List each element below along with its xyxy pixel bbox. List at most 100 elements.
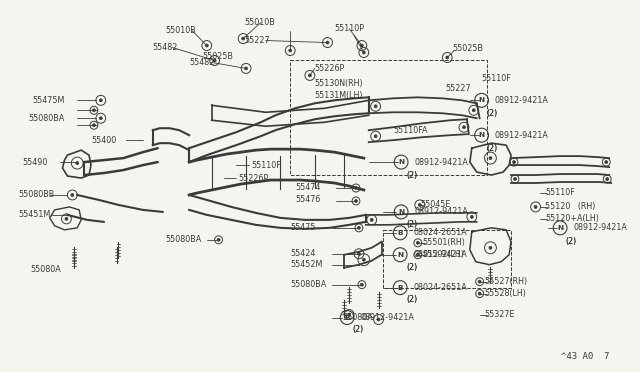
Text: 55476: 55476 bbox=[295, 195, 321, 205]
Circle shape bbox=[355, 186, 358, 189]
Text: 55490: 55490 bbox=[22, 158, 47, 167]
Text: (2): (2) bbox=[406, 220, 417, 230]
Text: 55080A: 55080A bbox=[342, 313, 373, 322]
Text: 08912-9421A: 08912-9421A bbox=[415, 208, 468, 217]
Text: 55130N(RH): 55130N(RH) bbox=[315, 79, 364, 88]
Circle shape bbox=[362, 258, 365, 261]
Text: N: N bbox=[398, 159, 404, 165]
Text: 55120+A(LH): 55120+A(LH) bbox=[545, 214, 599, 223]
Text: 55452M: 55452M bbox=[290, 260, 323, 269]
Text: 08912-9421A: 08912-9421A bbox=[494, 131, 548, 140]
Text: 08024-2651A: 08024-2651A bbox=[414, 228, 468, 237]
Text: 55501(RH): 55501(RH) bbox=[423, 238, 465, 247]
Text: 08912-9421A: 08912-9421A bbox=[574, 223, 628, 232]
Text: 08912-9421A: 08912-9421A bbox=[415, 158, 468, 167]
Circle shape bbox=[513, 177, 516, 180]
Circle shape bbox=[370, 218, 373, 221]
Text: ^43 A0  7: ^43 A0 7 bbox=[561, 352, 609, 361]
Text: (2): (2) bbox=[406, 263, 417, 272]
Circle shape bbox=[360, 283, 364, 286]
Circle shape bbox=[470, 215, 473, 218]
Circle shape bbox=[217, 238, 220, 241]
Text: 55482: 55482 bbox=[189, 58, 214, 67]
Circle shape bbox=[605, 161, 608, 164]
Text: 55110FA: 55110FA bbox=[393, 126, 428, 135]
Text: 08912-9421A: 08912-9421A bbox=[361, 313, 415, 322]
Text: 55475M: 55475M bbox=[32, 96, 65, 105]
Text: (2): (2) bbox=[486, 144, 498, 153]
Text: 55110F: 55110F bbox=[545, 189, 575, 198]
Circle shape bbox=[92, 124, 95, 127]
Circle shape bbox=[489, 157, 492, 160]
Text: N: N bbox=[479, 97, 484, 103]
Circle shape bbox=[289, 49, 292, 52]
Circle shape bbox=[472, 109, 476, 112]
Text: 55080BA: 55080BA bbox=[166, 235, 202, 244]
Text: 08912-9421A: 08912-9421A bbox=[494, 96, 548, 105]
Text: 55400: 55400 bbox=[91, 136, 116, 145]
Text: 55080BA: 55080BA bbox=[28, 114, 65, 123]
Circle shape bbox=[478, 280, 481, 283]
Circle shape bbox=[244, 67, 248, 70]
Text: B: B bbox=[397, 230, 403, 236]
Circle shape bbox=[99, 99, 102, 102]
Text: 55226P: 55226P bbox=[315, 64, 345, 73]
Text: 08912-9421A: 08912-9421A bbox=[414, 250, 468, 259]
Text: (2): (2) bbox=[565, 237, 576, 246]
Circle shape bbox=[99, 117, 102, 120]
Text: (2): (2) bbox=[486, 109, 498, 118]
Text: 55045E: 55045E bbox=[420, 201, 451, 209]
Text: 55528(LH): 55528(LH) bbox=[484, 289, 527, 298]
Text: B: B bbox=[397, 285, 403, 291]
Text: (2): (2) bbox=[352, 325, 364, 334]
Text: 55010B: 55010B bbox=[166, 26, 196, 35]
Circle shape bbox=[213, 59, 216, 62]
Text: (2): (2) bbox=[406, 170, 417, 180]
Text: 55451M: 55451M bbox=[19, 211, 51, 219]
Circle shape bbox=[71, 193, 74, 196]
Text: (2): (2) bbox=[406, 263, 417, 272]
Circle shape bbox=[377, 318, 380, 321]
Text: (2): (2) bbox=[352, 325, 364, 334]
Text: 55424: 55424 bbox=[290, 249, 316, 258]
Text: 55110F: 55110F bbox=[251, 161, 281, 170]
Text: 55226P: 55226P bbox=[238, 173, 268, 183]
Text: (2): (2) bbox=[565, 237, 576, 246]
Text: 55025B: 55025B bbox=[202, 52, 233, 61]
Circle shape bbox=[65, 217, 68, 220]
Text: 55025B: 55025B bbox=[452, 44, 483, 53]
Circle shape bbox=[358, 252, 360, 255]
Text: (2): (2) bbox=[406, 170, 417, 180]
Text: 55482: 55482 bbox=[153, 43, 178, 52]
Text: 55502(LH): 55502(LH) bbox=[423, 250, 465, 259]
Text: 55474: 55474 bbox=[295, 183, 321, 192]
Text: 55080A: 55080A bbox=[30, 265, 61, 274]
Text: (2): (2) bbox=[406, 295, 417, 304]
Text: N: N bbox=[557, 225, 563, 231]
Circle shape bbox=[92, 109, 95, 112]
Text: 55110P: 55110P bbox=[334, 24, 364, 33]
Circle shape bbox=[358, 226, 360, 229]
Text: 55475: 55475 bbox=[290, 223, 316, 232]
Text: 55010B: 55010B bbox=[244, 18, 275, 27]
Circle shape bbox=[205, 44, 208, 47]
Text: (2): (2) bbox=[486, 109, 498, 118]
Text: 08024-2651A: 08024-2651A bbox=[414, 283, 468, 292]
Text: 55131M(LH): 55131M(LH) bbox=[315, 91, 364, 100]
Circle shape bbox=[513, 161, 515, 164]
Circle shape bbox=[463, 126, 465, 129]
Circle shape bbox=[534, 205, 537, 208]
Text: (2): (2) bbox=[486, 144, 498, 153]
Text: N: N bbox=[397, 252, 403, 258]
Text: 55527(RH): 55527(RH) bbox=[484, 277, 528, 286]
Text: 55110F: 55110F bbox=[482, 74, 511, 83]
Text: 55080BA: 55080BA bbox=[290, 280, 326, 289]
Circle shape bbox=[348, 313, 351, 316]
Circle shape bbox=[417, 253, 419, 256]
Circle shape bbox=[489, 246, 492, 249]
Circle shape bbox=[308, 74, 311, 77]
Bar bbox=[290, 61, 486, 175]
Text: 55227: 55227 bbox=[244, 36, 269, 45]
Text: 55120   (RH): 55120 (RH) bbox=[545, 202, 596, 211]
Circle shape bbox=[374, 135, 377, 138]
